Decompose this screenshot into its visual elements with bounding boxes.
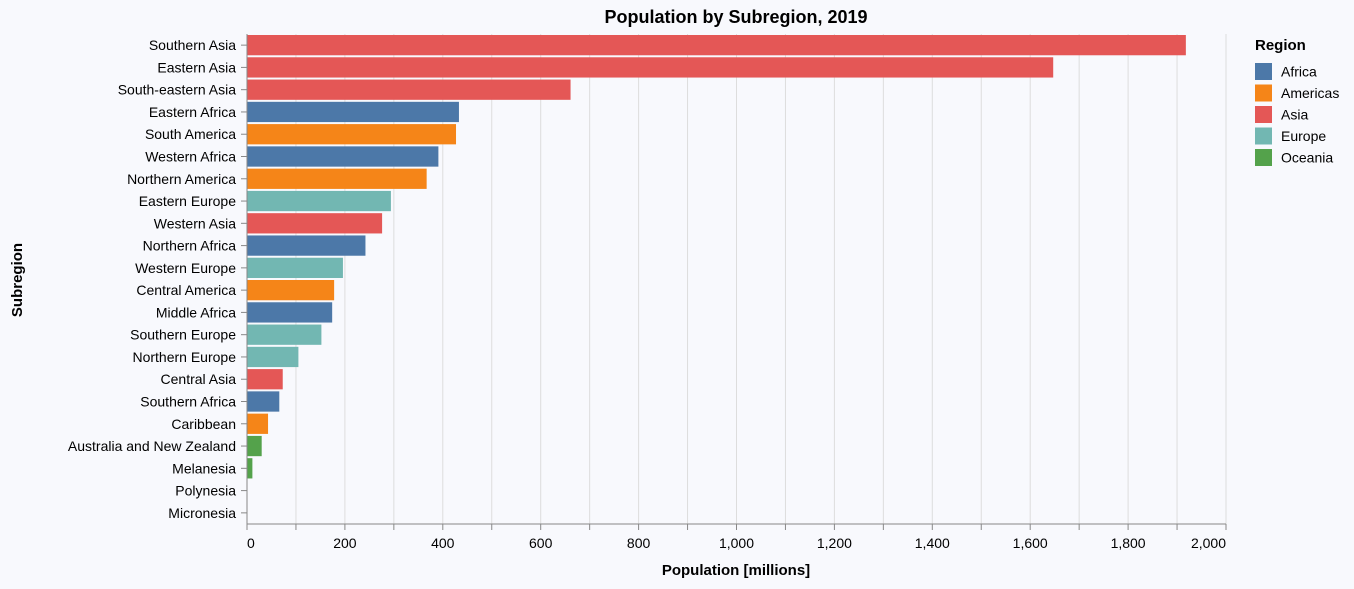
- legend-swatch: [1255, 63, 1272, 80]
- y-tick-label: Northern America: [127, 171, 236, 187]
- y-tick-label: Eastern Europe: [139, 193, 236, 209]
- y-axis-title: Subregion: [9, 243, 26, 317]
- x-tick-label: 1,600: [1013, 535, 1048, 551]
- legend: Region Africa Americas Asia Europe Oceania: [1255, 37, 1339, 166]
- legend-swatch: [1255, 127, 1272, 145]
- x-tick-label: 400: [431, 535, 455, 551]
- y-tick-label: Australia and New Zealand: [68, 438, 236, 454]
- y-tick-label: Polynesia: [175, 483, 236, 499]
- bar: [247, 458, 253, 479]
- legend-swatch: [1255, 106, 1272, 123]
- bar: [247, 391, 280, 412]
- y-tick-label: Northern Africa: [143, 238, 237, 254]
- legend-label: Africa: [1281, 64, 1317, 80]
- y-tick-label: Eastern Africa: [149, 104, 236, 120]
- x-tick-label: 800: [627, 535, 651, 551]
- bar: [247, 146, 439, 167]
- bar: [247, 57, 1054, 78]
- bar: [247, 280, 335, 301]
- bar: [247, 346, 299, 368]
- y-tick-label: Middle Africa: [156, 304, 236, 320]
- x-tick-label: 1,200: [817, 535, 852, 551]
- bar: [247, 190, 391, 212]
- legend-label: Americas: [1281, 85, 1339, 101]
- legend-swatch: [1255, 149, 1272, 166]
- chart-title: Population by Subregion, 2019: [604, 7, 867, 27]
- legend-label: Europe: [1281, 128, 1326, 144]
- y-tick-label: Central America: [136, 282, 236, 298]
- x-axis: 0 200 400 600 800 1,000 1,200 1,400 1,600 1,800 2,…: [246, 523, 1227, 551]
- legend-label: Oceania: [1281, 150, 1333, 166]
- y-tick-label: Western Asia: [154, 215, 236, 231]
- y-tick-label: Micronesia: [168, 505, 236, 521]
- y-tick-label: Melanesia: [172, 460, 236, 476]
- legend-label: Asia: [1281, 107, 1308, 123]
- bar: [247, 79, 571, 100]
- bar: [247, 168, 427, 189]
- y-tick-label: South America: [145, 126, 236, 142]
- x-tick-label: 1,800: [1111, 535, 1146, 551]
- bar: [247, 413, 269, 434]
- y-tick-label: Central Asia: [161, 371, 237, 387]
- bar: [247, 435, 262, 457]
- bar: [247, 369, 283, 390]
- bar: [247, 302, 333, 323]
- y-tick-label: Southern Africa: [140, 394, 236, 410]
- y-tick-label: Eastern Asia: [157, 59, 236, 75]
- y-axis: Southern Asia Eastern Asia South-eastern A…: [68, 34, 248, 524]
- x-tick-label: 2,000: [1191, 535, 1226, 551]
- bar: [247, 235, 366, 256]
- bar: [247, 324, 322, 345]
- bar: [247, 35, 1186, 56]
- y-tick-label: Caribbean: [171, 416, 236, 432]
- y-tick-label: Northern Europe: [132, 349, 236, 365]
- x-tick-label: 1,400: [915, 535, 950, 551]
- grid-lines: [295, 34, 1227, 524]
- bar: [247, 213, 383, 234]
- x-tick-label: 200: [333, 535, 357, 551]
- bar: [247, 101, 459, 123]
- y-tick-label: Southern Europe: [130, 327, 236, 343]
- y-tick-label: Western Africa: [145, 149, 236, 165]
- x-tick-label: 1,000: [719, 535, 754, 551]
- x-tick-label: 600: [529, 535, 553, 551]
- y-tick-label: Western Europe: [135, 260, 236, 276]
- bar: [247, 257, 343, 278]
- x-tick-label: 0: [247, 535, 255, 551]
- bar: [247, 124, 457, 145]
- legend-swatch: [1255, 84, 1272, 102]
- y-tick-label: Southern Asia: [149, 37, 236, 53]
- legend-title: Region: [1255, 37, 1306, 54]
- bars: [247, 35, 1186, 523]
- x-axis-title: Population [millions]: [662, 562, 810, 579]
- y-tick-label: South-eastern Asia: [118, 82, 237, 98]
